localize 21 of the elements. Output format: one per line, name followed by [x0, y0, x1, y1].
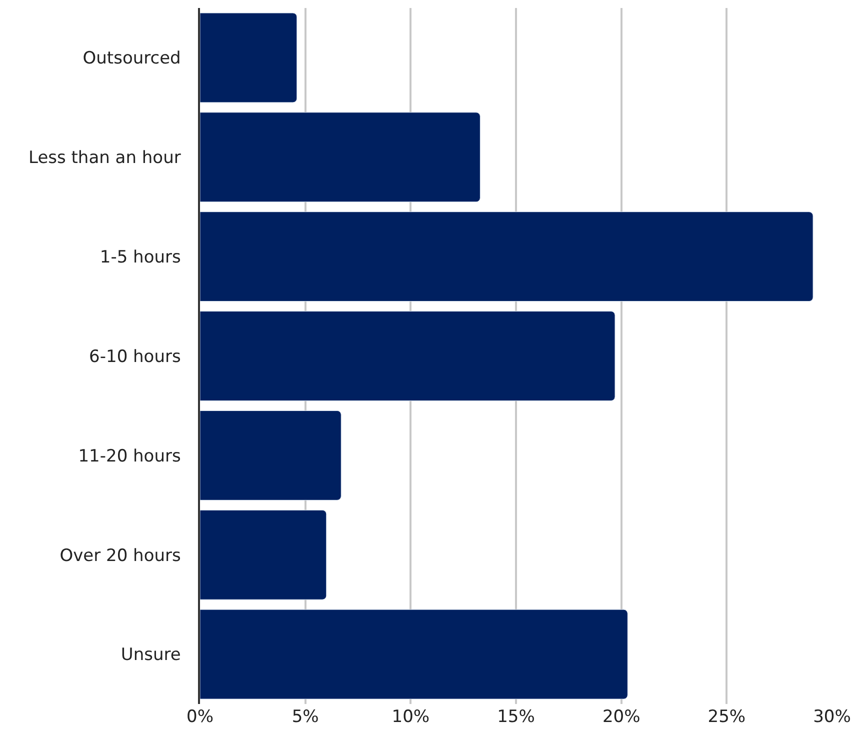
- y-tick-label: 1-5 hours: [100, 248, 181, 268]
- y-tick-label: Unsure: [120, 645, 181, 666]
- x-tick-label: 20%: [602, 707, 640, 727]
- x-tick-label: 10%: [392, 707, 430, 727]
- bar: [200, 112, 480, 202]
- x-tick-label: 0%: [186, 707, 214, 727]
- bar: [200, 410, 342, 500]
- bar: [200, 12, 298, 103]
- x-tick-label: 5%: [292, 707, 319, 727]
- bar: [200, 311, 616, 401]
- y-tick-label: 11-20 hours: [78, 446, 181, 466]
- x-tick-label: 15%: [497, 707, 535, 727]
- y-tick-label: Over 20 hours: [60, 546, 181, 566]
- y-tick-label: Outsourced: [82, 48, 181, 69]
- bar: [200, 609, 628, 700]
- bar: [200, 212, 814, 302]
- y-tick-label: 6-10 hours: [89, 346, 181, 367]
- y-tick-label: Less than an hour: [28, 148, 181, 168]
- x-tick-label: 30%: [813, 707, 851, 727]
- x-tick-label: 25%: [708, 707, 746, 727]
- bar: [200, 510, 327, 600]
